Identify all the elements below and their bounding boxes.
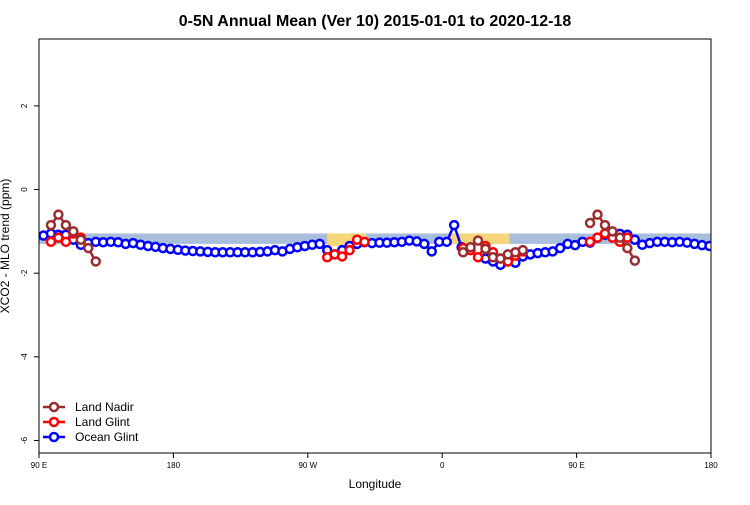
y-tick-label: 2 [20,103,29,108]
y-tick-label: -2 [20,269,29,277]
y-tick-label: -4 [20,353,29,361]
land-glint-point [60,236,72,248]
land-nadir-point [83,242,94,254]
land-nadir-point [465,242,476,253]
legend-marker-land-glint [48,416,60,428]
land-nadir-point [457,247,469,258]
y-tick-label: 0 [20,187,29,192]
land-nadir-point [622,242,633,254]
land-glint-point [592,232,603,243]
land-glint-point [472,252,484,263]
legend-label-land-nadir: Land Nadir [75,400,134,414]
y-tick-label: -6 [20,436,29,444]
legend-marker-land-nadir [48,401,60,413]
land-nadir-point [495,253,506,264]
series-layer [39,209,721,271]
land-nadir-point [592,209,603,220]
land-nadir-point [75,234,87,245]
land-nadir-point [629,255,641,266]
plot-frame [38,38,712,454]
ocean-glint-point [426,246,437,257]
x-tick-label: 90 W [298,461,317,470]
x-tick-label: 180 [167,461,181,470]
ocean-glint-point [419,238,430,250]
x-tick-label: 180 [704,461,718,470]
land-nadir-point [60,219,72,231]
land-nadir-point [68,226,79,237]
land-nadir-point [45,219,57,231]
y-axis-label: XCO2 - MLO trend (ppm) [0,179,12,314]
x-tick-label: 0 [440,461,445,470]
land-nadir-point [53,209,64,220]
legend-label-ocean-glint: Ocean Glint [75,430,139,444]
y-axis: -6 -4 -2 0 2 [20,103,39,444]
land-nadir-point [599,219,611,231]
legend-marker-ocean-glint [48,431,60,443]
land-glint-point [344,244,355,256]
series-land-nadir [45,209,641,267]
ocean-glint-point [314,238,325,250]
legend-label-land-glint: Land Glint [75,415,130,429]
ocean-glint-point [448,219,460,231]
land-nadir-point [584,217,596,229]
x-tick-label: 90 E [568,461,584,470]
land-nadir-point [90,256,101,267]
land-glint-point [584,236,596,248]
land-nadir-point [517,244,529,256]
land-glint-point [53,232,64,243]
land-nadir-point [480,243,491,255]
land-nadir-point [472,235,484,246]
x-axis: 90 E 180 90 W 0 90 E 180 [31,453,718,470]
ocean-band-0 [39,233,711,244]
x-axis-label: Longitude [349,477,402,491]
x-tick-label: 90 E [31,461,47,470]
land-glint-point [45,236,57,248]
land-nadir-point [607,226,618,237]
land-glint-point [359,236,370,248]
ocean-glint-point [441,236,452,248]
chart-title: 0-5N Annual Mean (Ver 10) 2015-01-01 to … [179,13,572,30]
ocean-glint-point [704,240,711,252]
ocean-glint-point [554,242,566,254]
ocean-glint-point [713,242,721,250]
land-glint-point [336,251,348,262]
land-nadir-point [614,232,626,243]
